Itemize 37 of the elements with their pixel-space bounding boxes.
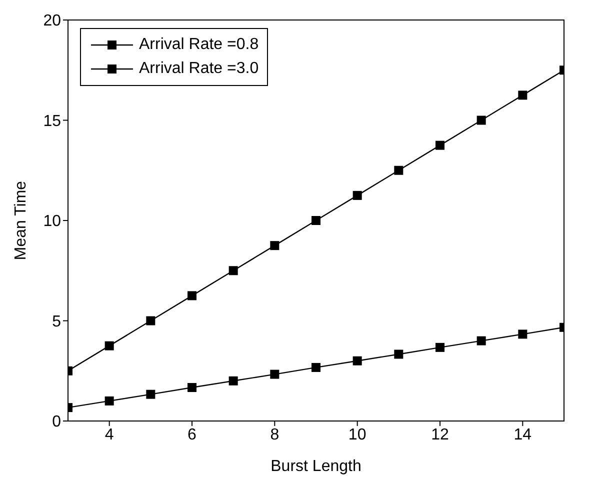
point <box>104 341 114 350</box>
point <box>394 166 404 175</box>
x-tick-label: 12 <box>431 426 449 444</box>
y-tick-label: 10 <box>43 213 62 230</box>
point <box>228 376 238 386</box>
x-tick-label: 8 <box>270 426 280 444</box>
x-tick-label: 14 <box>514 426 532 444</box>
point <box>188 383 196 392</box>
point <box>104 396 114 406</box>
point <box>436 342 444 352</box>
x-tick-label: 6 <box>188 426 197 444</box>
point <box>476 336 486 346</box>
point <box>436 140 444 150</box>
legend-label: Arrival Rate =3.0 <box>139 60 259 78</box>
y-tick-label: 15 <box>43 112 62 130</box>
point <box>270 370 280 379</box>
x-tick-label: 4 <box>104 426 114 444</box>
y-tick-label: 20 <box>43 12 62 30</box>
point <box>518 330 528 339</box>
y-tick-label: 5 <box>52 313 62 330</box>
point <box>228 266 238 276</box>
point <box>518 90 528 100</box>
point <box>146 316 156 326</box>
point <box>394 350 404 359</box>
x-tick-label: 10 <box>348 426 366 444</box>
legend-label: Arrival Rate =0.8 <box>139 36 259 54</box>
point <box>188 291 196 300</box>
y-tick-label: 0 <box>52 414 62 431</box>
point <box>312 216 320 225</box>
point <box>476 116 486 125</box>
point <box>270 241 280 250</box>
point <box>352 190 362 200</box>
x-axis-title: Burst Length <box>270 458 362 475</box>
point <box>312 362 320 372</box>
point <box>146 390 156 399</box>
y-axis-title: Mean Time <box>12 180 30 260</box>
point <box>352 356 362 366</box>
